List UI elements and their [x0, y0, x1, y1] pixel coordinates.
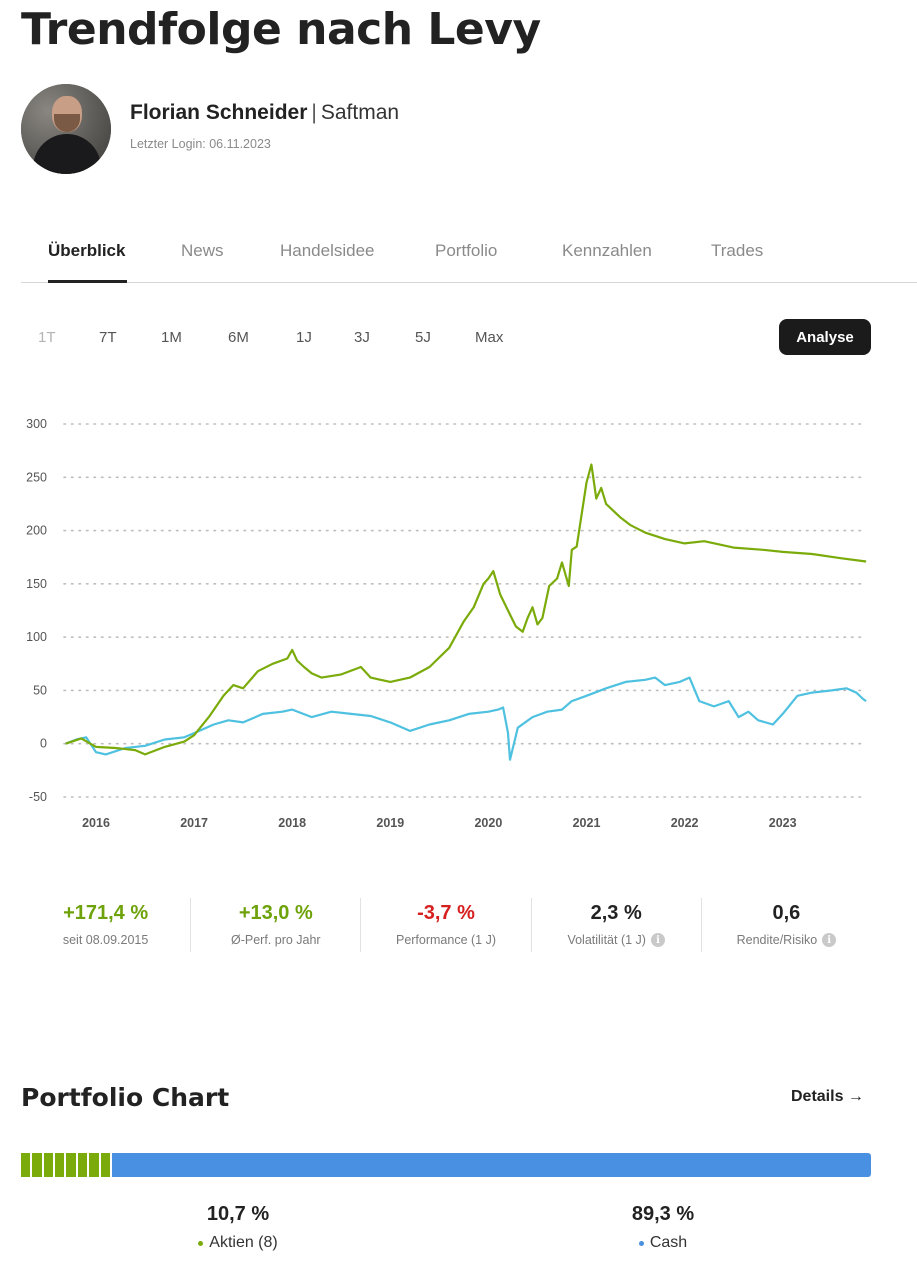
allocation-stock-segment [66, 1153, 76, 1177]
benchmark-series-line [65, 676, 867, 761]
allocation-pct: 89,3 % [631, 1203, 695, 1225]
legend-dot [198, 1240, 204, 1246]
analyse-button[interactable]: Analyse [779, 319, 871, 355]
stat-total-performance: +171,4 % seit 08.09.2015 [21, 898, 192, 952]
range-max[interactable]: Max [475, 329, 504, 346]
tab-kennzahlen[interactable]: Kennzahlen [562, 241, 652, 260]
y-tick-label: 50 [33, 683, 47, 697]
profile-header: Florian Schneider | Saftman Letzter Login:… [21, 84, 399, 174]
active-tab-indicator [48, 280, 127, 283]
stat-value: -3,7 % [417, 902, 475, 924]
portfolio-series-line [65, 463, 867, 756]
performance-chart[interactable]: 300 250 200 150 100 50 0 -50 2016 2017 2018 2019 202… [0, 395, 917, 845]
range-1j[interactable]: 1J [296, 329, 312, 346]
allocation-pct: 10,7 % [206, 1203, 270, 1225]
x-tick-label: 2019 [376, 816, 404, 830]
stats-row: +171,4 % seit 08.09.2015 +13,0 % Ø-Perf.… [21, 898, 871, 952]
portfolio-chart-title: Portfolio Chart [21, 1083, 230, 1112]
allocation-stock-segment [55, 1153, 65, 1177]
allocation-bar[interactable] [21, 1153, 871, 1177]
stat-performance-1y: -3,7 % Performance (1 J) [361, 898, 532, 952]
x-tick-label: 2021 [573, 816, 601, 830]
details-link[interactable]: Details → [791, 1088, 864, 1105]
stat-value: 2,3 % [590, 902, 642, 924]
x-tick-label: 2023 [769, 816, 797, 830]
allocation-stock-segment [89, 1153, 99, 1177]
allocation-stock-segment [77, 1153, 88, 1177]
stat-return-risk: 0,6 Rendite/Risiko i [702, 898, 871, 952]
y-tick-label: 150 [26, 577, 47, 591]
x-tick-label: 2016 [82, 816, 110, 830]
allocation-stocks-segment [21, 1153, 112, 1177]
range-1m[interactable]: 1M [161, 329, 182, 346]
tab-portfolio[interactable]: Portfolio [435, 241, 498, 260]
y-tick-label: 300 [26, 417, 47, 431]
stat-label: Volatilität (1 J) [567, 933, 646, 947]
allocation-stock-segment [32, 1153, 42, 1177]
allocation-stocks-legend: 10,7 % Aktien (8) [138, 1203, 338, 1252]
tab-bar: Überblick News Handelsidee Portfolio Ken… [21, 230, 917, 283]
avatar[interactable] [21, 84, 111, 174]
profile-name[interactable]: Florian Schneider [130, 101, 308, 124]
allocation-label: Aktien (8) [209, 1234, 278, 1251]
stat-label: seit 08.09.2015 [62, 933, 149, 947]
tab-news[interactable]: News [181, 241, 224, 260]
range-7t[interactable]: 7T [99, 329, 117, 346]
y-tick-label: 0 [40, 737, 47, 751]
x-tick-label: 2020 [474, 816, 502, 830]
profile-name-line: Florian Schneider | Saftman [130, 101, 399, 125]
stat-label: Ø-Perf. pro Jahr [230, 933, 321, 947]
stat-annual-performance: +13,0 % Ø-Perf. pro Jahr [191, 898, 362, 952]
range-1t: 1T [38, 329, 56, 346]
tab-overview[interactable]: Überblick [48, 241, 126, 260]
allocation-cash-legend: 89,3 % Cash [563, 1203, 763, 1252]
profile-separator: | [311, 101, 317, 124]
allocation-label: Cash [649, 1234, 688, 1251]
info-icon[interactable]: i [822, 933, 837, 947]
page-title: Trendfolge nach Levy [21, 4, 541, 55]
range-3j[interactable]: 3J [354, 329, 370, 346]
stat-value: 0,6 [772, 902, 801, 924]
stat-volatility: 2,3 % Volatilität (1 J) i [532, 898, 702, 952]
last-login: Letzter Login: 06.11.2023 [130, 137, 271, 151]
range-6m[interactable]: 6M [228, 329, 249, 346]
y-tick-label: 200 [26, 524, 47, 538]
allocation-cash-segment [111, 1153, 871, 1177]
allocation-stock-segment [21, 1153, 31, 1177]
tab-trades[interactable]: Trades [711, 241, 764, 260]
info-icon[interactable]: i [650, 933, 665, 947]
stat-label: Rendite/Risiko [736, 933, 818, 947]
allocation-stock-segment [100, 1153, 110, 1177]
stat-value: +171,4 % [63, 902, 149, 924]
x-tick-label: 2017 [180, 816, 208, 830]
stat-value: +13,0 % [238, 902, 313, 924]
range-5j[interactable]: 5J [415, 329, 431, 346]
y-tick-label: -50 [29, 790, 47, 804]
y-tick-label: 250 [26, 470, 47, 484]
x-tick-label: 2022 [671, 816, 699, 830]
legend-dot [638, 1240, 644, 1246]
x-tick-label: 2018 [278, 816, 306, 830]
stat-label: Performance (1 J) [395, 933, 497, 947]
y-tick-label: 100 [26, 630, 47, 644]
allocation-stock-segment [43, 1153, 54, 1177]
profile-nickname: Saftman [320, 101, 400, 124]
tab-handelsidee[interactable]: Handelsidee [280, 241, 375, 260]
